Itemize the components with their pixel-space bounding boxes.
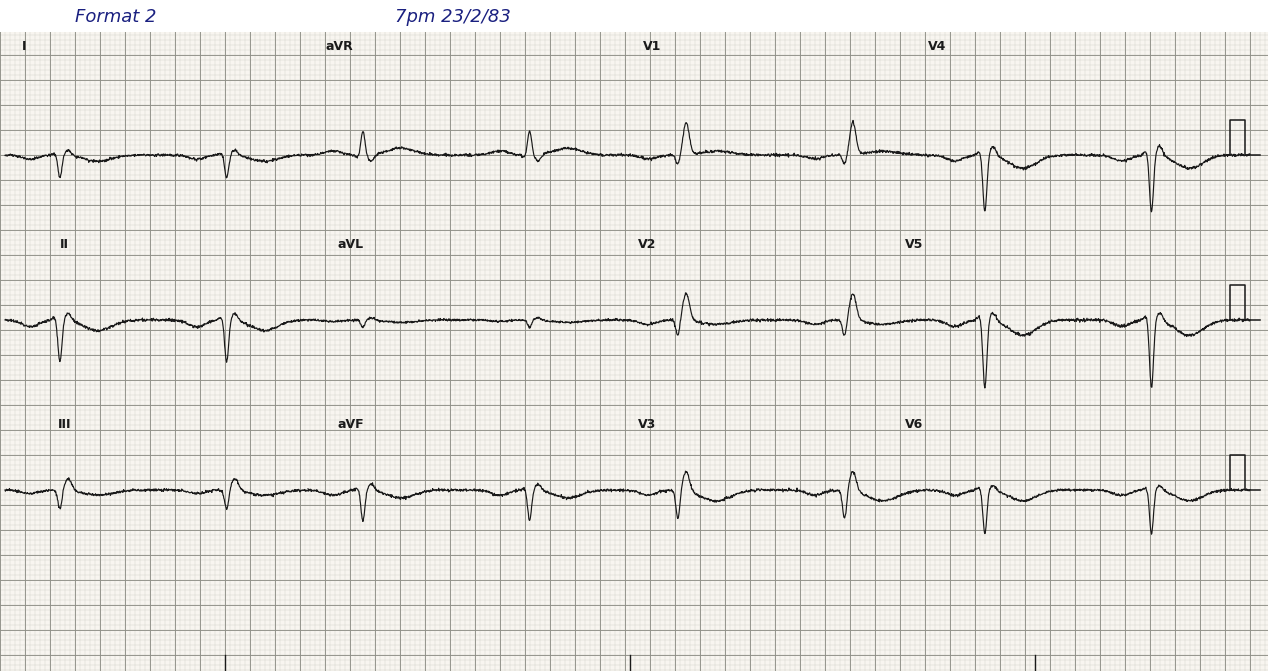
Bar [0, 0, 1268, 32]
Text: V6: V6 [905, 418, 923, 431]
Text: V4: V4 [928, 40, 946, 53]
Text: Format 2: Format 2 [75, 8, 156, 26]
Text: V1: V1 [643, 40, 662, 53]
Text: III: III [58, 418, 71, 431]
Text: 7pm 23/2/83: 7pm 23/2/83 [396, 8, 511, 26]
Text: V3: V3 [638, 418, 657, 431]
Text: I: I [22, 40, 27, 53]
Text: aVR: aVR [325, 40, 353, 53]
Text: aVL: aVL [339, 238, 364, 251]
Text: aVF: aVF [339, 418, 365, 431]
Text: V2: V2 [638, 238, 657, 251]
Text: V5: V5 [905, 238, 923, 251]
Text: II: II [60, 238, 68, 251]
